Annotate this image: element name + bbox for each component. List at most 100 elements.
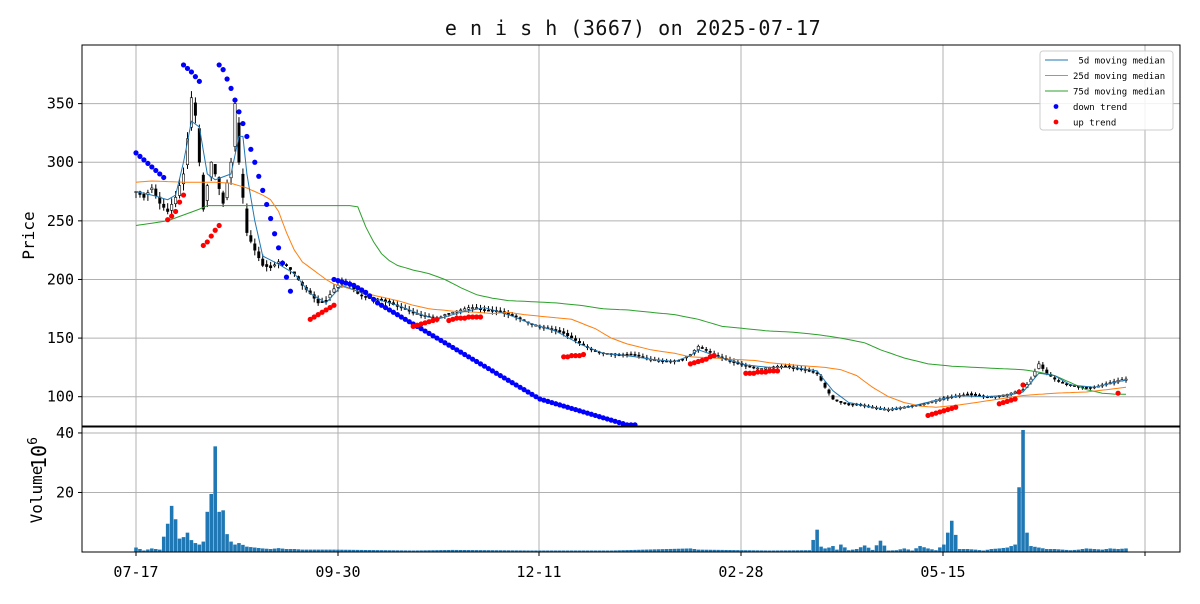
volume-bar bbox=[328, 549, 332, 552]
candle-body bbox=[974, 393, 978, 396]
volume-bar bbox=[264, 548, 269, 552]
down-trend-dot bbox=[279, 260, 286, 266]
up-trend-dot bbox=[945, 406, 951, 413]
volume-bar bbox=[221, 510, 225, 552]
down-trend-dot bbox=[374, 300, 381, 306]
candle-body bbox=[475, 307, 479, 309]
volume-bar bbox=[427, 550, 431, 552]
volume-bar bbox=[942, 544, 946, 552]
volume-bar bbox=[510, 550, 514, 552]
legend-box bbox=[1039, 50, 1174, 131]
volume-bar bbox=[914, 548, 918, 552]
volume-bar bbox=[260, 548, 265, 552]
volume-bar bbox=[181, 537, 186, 552]
down-trend-dot bbox=[228, 85, 234, 91]
volume-bar bbox=[1084, 548, 1089, 552]
candle-body bbox=[696, 345, 700, 350]
down-trend-dot bbox=[438, 337, 444, 344]
volume-bar bbox=[700, 549, 705, 552]
volume-bar bbox=[1013, 544, 1017, 552]
volume-bar bbox=[854, 549, 859, 552]
volume-bar bbox=[585, 550, 590, 552]
down-trend-dot bbox=[192, 74, 198, 80]
ma25-line bbox=[135, 180, 1127, 408]
down-trend-dot bbox=[473, 358, 480, 365]
volume-bar bbox=[874, 545, 879, 552]
down-trend-dot bbox=[458, 349, 464, 355]
volume-bar bbox=[625, 550, 629, 552]
candle-body bbox=[1033, 371, 1037, 377]
down-trend-dot bbox=[616, 419, 622, 426]
down-trend-dot bbox=[565, 404, 571, 410]
up-trend-dot bbox=[434, 316, 440, 322]
down-trend-dot bbox=[525, 389, 531, 395]
volume-bar bbox=[771, 550, 776, 552]
candle-body bbox=[1065, 383, 1069, 386]
volume-bar bbox=[767, 550, 772, 552]
volume-bar bbox=[1025, 532, 1029, 552]
volume-bar bbox=[1064, 549, 1069, 552]
volume-bar bbox=[656, 549, 661, 552]
volume-bar bbox=[676, 548, 681, 552]
legend-label: 5d moving median bbox=[1073, 57, 1165, 67]
volume-bar bbox=[652, 549, 657, 552]
volume-bar bbox=[593, 550, 598, 552]
volume-bar bbox=[847, 550, 851, 552]
down-trend-dot bbox=[153, 167, 159, 174]
volume-bar bbox=[1005, 547, 1009, 552]
volume-bar bbox=[161, 536, 166, 552]
volume-bar bbox=[732, 550, 736, 552]
price-axis-label: Price bbox=[19, 211, 38, 259]
down-trend-dot bbox=[466, 354, 472, 360]
volume-bar bbox=[890, 550, 895, 552]
down-trend-dot bbox=[363, 289, 369, 295]
candle-body bbox=[752, 366, 756, 369]
volume-bar bbox=[1120, 548, 1124, 552]
legend-label: down trend bbox=[1073, 103, 1127, 113]
down-trend-dot bbox=[489, 368, 495, 374]
candle-body bbox=[574, 338, 578, 341]
price-ytick-label: 200 bbox=[47, 270, 74, 288]
down-trend-dot bbox=[442, 340, 448, 346]
volume-bar bbox=[835, 549, 839, 552]
candle-body bbox=[1124, 378, 1128, 381]
up-trend-dot bbox=[929, 411, 935, 417]
volume-bar bbox=[383, 550, 388, 552]
volume-bar bbox=[276, 548, 281, 552]
candle-body bbox=[783, 365, 787, 368]
legend-label: 75d moving median bbox=[1073, 88, 1165, 98]
candle-body bbox=[360, 294, 364, 297]
up-trend-dot bbox=[561, 354, 567, 360]
volume-bar bbox=[340, 549, 344, 552]
volume-bar bbox=[736, 550, 740, 552]
down-trend-dot bbox=[545, 398, 551, 404]
down-trend-dot bbox=[513, 382, 519, 388]
legend-dot-swatch bbox=[1053, 119, 1059, 125]
volume-bar bbox=[312, 549, 316, 552]
volume-bar bbox=[755, 550, 760, 552]
volume-bar bbox=[605, 550, 610, 552]
down-trend-dot bbox=[501, 375, 507, 381]
candle-body bbox=[185, 138, 189, 166]
candle-body bbox=[182, 173, 186, 185]
up-trend-dot bbox=[426, 319, 432, 325]
volume-bar bbox=[284, 549, 289, 552]
up-trend-dot bbox=[418, 321, 424, 327]
down-trend-dot bbox=[477, 361, 484, 367]
volume-bar bbox=[304, 549, 309, 552]
volume-bar bbox=[803, 550, 808, 552]
volume-bar bbox=[981, 550, 986, 552]
volume-bar bbox=[431, 550, 435, 552]
candle-body bbox=[451, 311, 455, 314]
xtick-label: 02-28 bbox=[718, 563, 763, 581]
volume-bar bbox=[165, 523, 170, 552]
candle-body bbox=[209, 161, 213, 178]
candle-body bbox=[261, 258, 265, 266]
volume-bar bbox=[601, 550, 606, 552]
candle-body bbox=[629, 353, 633, 356]
volume-bar bbox=[1009, 546, 1013, 552]
candle-body bbox=[760, 368, 764, 370]
volume-bar bbox=[886, 550, 891, 552]
up-trend-dot bbox=[165, 217, 171, 223]
